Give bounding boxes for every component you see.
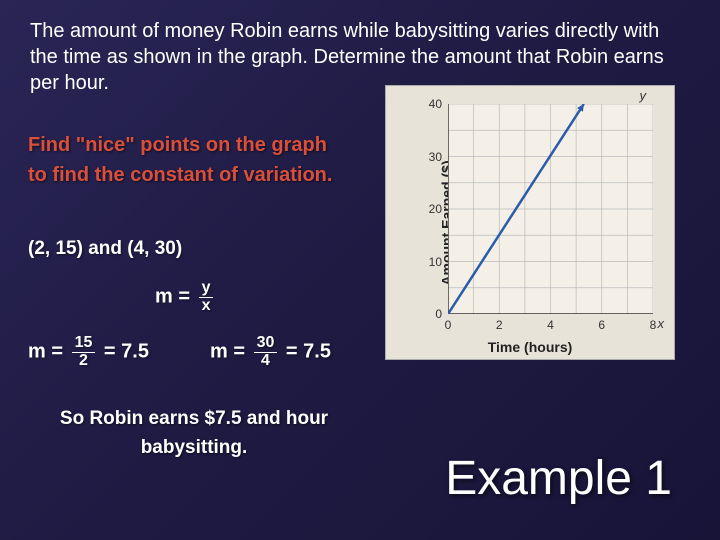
example-title: Example 1 xyxy=(445,451,672,506)
y-tick: 20 xyxy=(429,202,442,216)
formula-numerator: y xyxy=(199,280,214,298)
chart-svg xyxy=(448,104,653,314)
chart-container: Amount Earned ($) Time (hours) y x 01020… xyxy=(385,85,675,360)
formula-lhs: m = xyxy=(155,286,196,308)
grid-lines xyxy=(448,104,653,314)
slope-formula: m = yx xyxy=(155,280,216,315)
calc2-prefix: m = xyxy=(210,341,251,363)
x-var-label: x xyxy=(658,316,665,331)
y-tick: 40 xyxy=(429,97,442,111)
y-tick: 10 xyxy=(429,255,442,269)
calculation-2: m = 304 = 7.5 xyxy=(210,335,331,370)
y-tick: 30 xyxy=(429,150,442,164)
conclusion-text: So Robin earns $7.5 and hour babysitting… xyxy=(44,405,344,462)
formula-fraction: yx xyxy=(199,280,214,315)
x-tick: 4 xyxy=(547,318,554,332)
calc1-den: 2 xyxy=(72,353,96,370)
x-tick: 8 xyxy=(650,318,657,332)
y-var-label: y xyxy=(640,88,647,103)
instruction-text: Find "nice" points on the graph to find … xyxy=(28,130,338,190)
calc1-result: = 7.5 xyxy=(98,341,149,363)
points-text: (2, 15) and (4, 30) xyxy=(28,238,182,260)
plot-area xyxy=(448,104,653,314)
y-tick: 0 xyxy=(435,307,442,321)
calc2-num: 30 xyxy=(254,335,278,353)
calc2-result: = 7.5 xyxy=(280,341,331,363)
calc2-den: 4 xyxy=(254,353,278,370)
calc1-fraction: 152 xyxy=(72,335,96,370)
x-tick: 0 xyxy=(445,318,452,332)
x-tick: 6 xyxy=(598,318,605,332)
x-tick: 2 xyxy=(496,318,503,332)
formula-denominator: x xyxy=(199,298,214,315)
x-axis-label: Time (hours) xyxy=(386,339,674,355)
calc1-num: 15 xyxy=(72,335,96,353)
calc1-prefix: m = xyxy=(28,341,69,363)
calculation-1: m = 152 = 7.5 xyxy=(28,335,149,370)
calc2-fraction: 304 xyxy=(254,335,278,370)
